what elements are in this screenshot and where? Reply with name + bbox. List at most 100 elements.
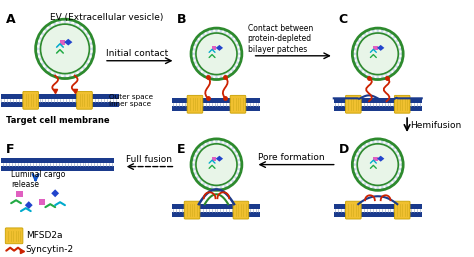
Circle shape: [353, 158, 356, 161]
Circle shape: [228, 183, 231, 186]
Circle shape: [389, 34, 391, 37]
Circle shape: [191, 48, 194, 51]
Circle shape: [400, 158, 403, 161]
Circle shape: [367, 75, 370, 78]
Circle shape: [40, 58, 43, 60]
Circle shape: [393, 180, 396, 183]
Circle shape: [363, 183, 366, 186]
FancyBboxPatch shape: [187, 95, 203, 113]
Circle shape: [219, 74, 222, 76]
Circle shape: [224, 33, 226, 35]
Bar: [173, 106, 260, 111]
Circle shape: [373, 185, 375, 187]
Circle shape: [381, 74, 383, 76]
Circle shape: [398, 163, 401, 166]
Circle shape: [392, 68, 394, 70]
Circle shape: [64, 19, 66, 22]
Circle shape: [200, 37, 202, 40]
Circle shape: [193, 43, 196, 46]
Circle shape: [40, 38, 43, 40]
Circle shape: [230, 37, 233, 40]
Circle shape: [381, 31, 383, 34]
Circle shape: [215, 31, 218, 33]
Circle shape: [224, 75, 227, 78]
Circle shape: [87, 38, 90, 40]
Circle shape: [227, 181, 229, 184]
Circle shape: [91, 42, 94, 45]
Circle shape: [376, 187, 379, 190]
Polygon shape: [212, 47, 217, 50]
Circle shape: [58, 75, 61, 78]
Circle shape: [239, 52, 242, 55]
Circle shape: [400, 57, 403, 60]
Circle shape: [238, 57, 241, 60]
Circle shape: [396, 155, 399, 158]
Circle shape: [197, 151, 200, 154]
Circle shape: [46, 30, 48, 32]
Circle shape: [54, 24, 56, 26]
Circle shape: [359, 69, 362, 72]
Circle shape: [359, 151, 361, 154]
Circle shape: [355, 163, 357, 166]
Circle shape: [385, 75, 388, 78]
Circle shape: [353, 168, 356, 171]
Circle shape: [356, 57, 358, 59]
Circle shape: [227, 34, 229, 37]
Circle shape: [69, 75, 72, 78]
Circle shape: [200, 148, 202, 150]
Circle shape: [232, 35, 235, 38]
Bar: [0, 102, 118, 107]
Circle shape: [43, 62, 45, 64]
FancyBboxPatch shape: [394, 95, 410, 113]
Circle shape: [399, 62, 401, 65]
Circle shape: [393, 35, 396, 38]
FancyBboxPatch shape: [346, 95, 361, 113]
Circle shape: [85, 33, 87, 36]
Polygon shape: [374, 157, 378, 161]
Polygon shape: [51, 189, 59, 197]
Circle shape: [87, 58, 90, 60]
Circle shape: [74, 74, 77, 76]
Circle shape: [233, 151, 236, 154]
Circle shape: [50, 69, 52, 71]
Circle shape: [201, 183, 205, 186]
Polygon shape: [60, 40, 65, 45]
Text: C: C: [338, 13, 348, 26]
Polygon shape: [64, 39, 73, 45]
Text: Initial contact: Initial contact: [106, 49, 168, 58]
Circle shape: [198, 69, 201, 72]
Circle shape: [207, 73, 210, 75]
Circle shape: [238, 168, 241, 171]
Circle shape: [389, 181, 391, 184]
Circle shape: [393, 146, 396, 149]
Circle shape: [352, 52, 356, 55]
Circle shape: [194, 53, 196, 55]
Circle shape: [235, 150, 238, 153]
Circle shape: [201, 32, 205, 35]
Circle shape: [207, 143, 210, 146]
Circle shape: [53, 74, 56, 76]
Circle shape: [238, 158, 241, 161]
Circle shape: [237, 57, 239, 59]
Circle shape: [357, 155, 359, 158]
Circle shape: [381, 185, 383, 187]
Circle shape: [356, 168, 358, 170]
Circle shape: [361, 148, 364, 150]
Circle shape: [368, 183, 371, 186]
Circle shape: [206, 75, 209, 78]
Circle shape: [237, 62, 240, 65]
Circle shape: [398, 57, 400, 59]
Circle shape: [235, 66, 238, 69]
Circle shape: [392, 179, 394, 181]
Circle shape: [394, 65, 397, 67]
Circle shape: [197, 41, 200, 43]
Circle shape: [235, 155, 237, 158]
Circle shape: [227, 145, 229, 148]
Circle shape: [376, 142, 379, 144]
Circle shape: [376, 28, 379, 31]
Circle shape: [393, 69, 396, 72]
Text: Target cell membrane: Target cell membrane: [6, 116, 110, 125]
Text: Contact between
protein-depleted
bilayer patches: Contact between protein-depleted bilayer…: [248, 24, 313, 54]
Circle shape: [396, 66, 399, 69]
Circle shape: [400, 52, 403, 55]
